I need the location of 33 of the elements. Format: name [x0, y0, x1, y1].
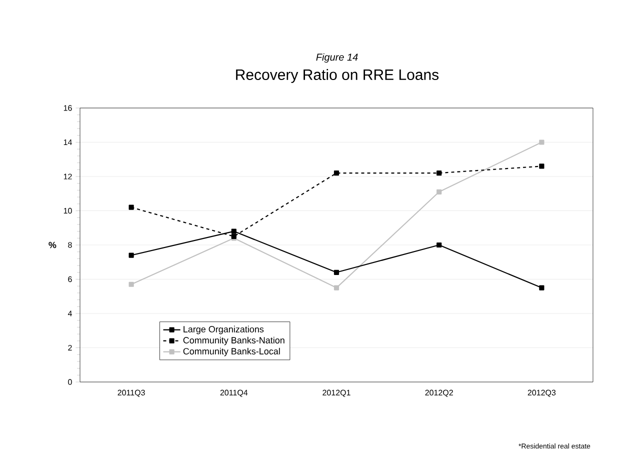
point [128, 252, 134, 258]
point [334, 170, 340, 176]
y-tick-label: 0 [68, 379, 72, 385]
point [539, 285, 544, 290]
point [436, 189, 442, 194]
chart-subtitle: Figure 14 [316, 53, 358, 63]
y-tick-label: 12 [64, 174, 72, 180]
x-tick-label: 2012Q1 [322, 390, 350, 397]
point [128, 282, 134, 287]
point [231, 228, 236, 234]
y-tick-label: 4 [68, 310, 72, 316]
y-tick-label: 8 [68, 242, 72, 248]
point [539, 140, 544, 145]
chart-title: Recovery Ratio on RRE Loans [236, 69, 439, 83]
point [539, 164, 544, 169]
x-tick-label: 2011Q3 [118, 390, 145, 397]
point [128, 204, 134, 210]
y-tick-label: 6 [68, 276, 72, 282]
legend-label: Large Organizations [184, 326, 264, 334]
x-tick-label: 2012Q3 [528, 390, 556, 397]
legend-label: Community Banks-Nation [183, 336, 284, 346]
point [436, 242, 442, 248]
y-tick-label: 16 [64, 105, 72, 111]
point [334, 285, 340, 290]
y-tick-label: 10 [64, 208, 72, 214]
point [436, 170, 442, 176]
legend-label: Community Banks-Local [183, 348, 280, 356]
point [334, 270, 340, 275]
y-tick-label: 2 [68, 344, 72, 351]
x-tick-label: 2011Q4 [220, 390, 248, 397]
y-tick-label: 14 [64, 139, 72, 145]
x-tick-label: 2012Q2 [425, 390, 453, 397]
y-axis-title: % [48, 242, 56, 248]
